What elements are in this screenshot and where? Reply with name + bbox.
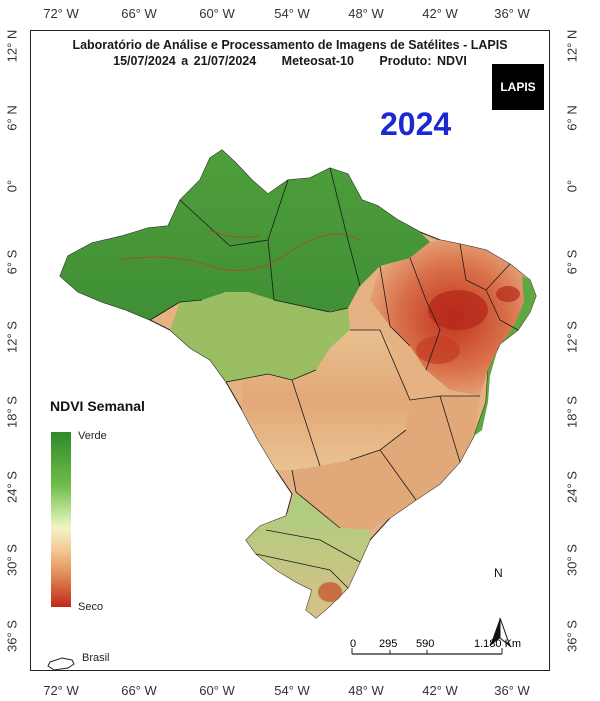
- lon-tick-bottom: 48° W: [348, 683, 384, 698]
- lat-tick-left: 30° S: [4, 544, 20, 576]
- lat-tick-right: 6° N: [564, 105, 580, 131]
- ndvi-map: [47, 149, 537, 671]
- map-subtitle: 15/07/2024 a 21/07/2024 Meteosat-10 Prod…: [30, 54, 550, 68]
- dry-patch: [416, 336, 460, 364]
- dry-patch: [318, 582, 342, 602]
- lon-tick-top: 54° W: [274, 6, 310, 21]
- lon-tick-bottom: 72° W: [43, 683, 79, 698]
- lat-tick-left: 24° S: [4, 471, 20, 503]
- lat-tick-left: 18° S: [4, 396, 20, 428]
- lat-tick-right: 36° S: [564, 620, 580, 652]
- lat-tick-right: 6° S: [564, 249, 580, 275]
- rivers: [119, 229, 361, 272]
- central-region: [242, 330, 410, 470]
- period-label: 15/07/2024 a 21/07/2024: [113, 54, 257, 68]
- lon-tick-top: 72° W: [43, 6, 79, 21]
- lat-tick-left: 6° N: [4, 105, 20, 131]
- lat-tick-right: 24° S: [564, 471, 580, 503]
- dry-patch: [496, 286, 520, 302]
- map-title: Laboratório de Análise e Processamento d…: [72, 38, 508, 52]
- state-borders: [149, 167, 519, 589]
- lat-tick-right: 12° S: [564, 321, 580, 353]
- year-label: 2024: [380, 106, 452, 142]
- lat-tick-right: 12° N: [564, 29, 580, 63]
- lat-tick-right: 30° S: [564, 544, 580, 576]
- lat-tick-left: 36° S: [4, 620, 20, 652]
- lat-tick-left: 12° S: [4, 321, 20, 353]
- lon-tick-top: 60° W: [199, 6, 235, 21]
- lapis-logo: LAPIS: [492, 64, 544, 110]
- legend-title: NDVI Semanal: [50, 398, 145, 414]
- legend-high-label: Verde: [78, 430, 107, 442]
- product-label: Produto: NDVI: [379, 54, 467, 68]
- scale-labels: 0 295 590 1.180 Km: [342, 638, 532, 652]
- southeast-region: [292, 396, 480, 530]
- boundary-legend-label: Brasil: [82, 652, 110, 664]
- coastal-strip: [474, 276, 536, 436]
- legend-color-bar: [51, 432, 71, 607]
- scale-bar: [351, 648, 503, 655]
- lon-tick-top: 48° W: [348, 6, 384, 21]
- lon-tick-top: 36° W: [494, 6, 530, 21]
- transition-region: [170, 292, 350, 382]
- lat-tick-left: 0°: [4, 179, 20, 193]
- lon-tick-top: 42° W: [422, 6, 458, 21]
- lon-tick-bottom: 60° W: [199, 683, 235, 698]
- scale-label: 0: [350, 638, 357, 650]
- brazil-legend-icon: [47, 657, 75, 671]
- satellite-label: Meteosat-10: [281, 54, 354, 68]
- lat-tick-right: 0°: [564, 179, 580, 193]
- legend-low-label: Seco: [78, 601, 104, 613]
- lon-tick-bottom: 36° W: [494, 683, 530, 698]
- scale-label: 295: [379, 638, 398, 650]
- lon-tick-bottom: 66° W: [121, 683, 157, 698]
- scale-label: 590: [416, 638, 435, 650]
- lon-tick-bottom: 54° W: [274, 683, 310, 698]
- amazon-region: [60, 150, 430, 320]
- scale-label: 1.180 Km: [474, 638, 522, 650]
- lat-tick-right: 18° S: [564, 396, 580, 428]
- lon-tick-top: 66° W: [121, 6, 157, 21]
- lat-tick-left: 12° N: [4, 29, 20, 63]
- lon-tick-bottom: 42° W: [422, 683, 458, 698]
- north-label: N: [494, 566, 503, 580]
- lat-tick-left: 6° S: [4, 249, 20, 275]
- north-arrow: [490, 617, 512, 648]
- dry-patch: [428, 290, 488, 330]
